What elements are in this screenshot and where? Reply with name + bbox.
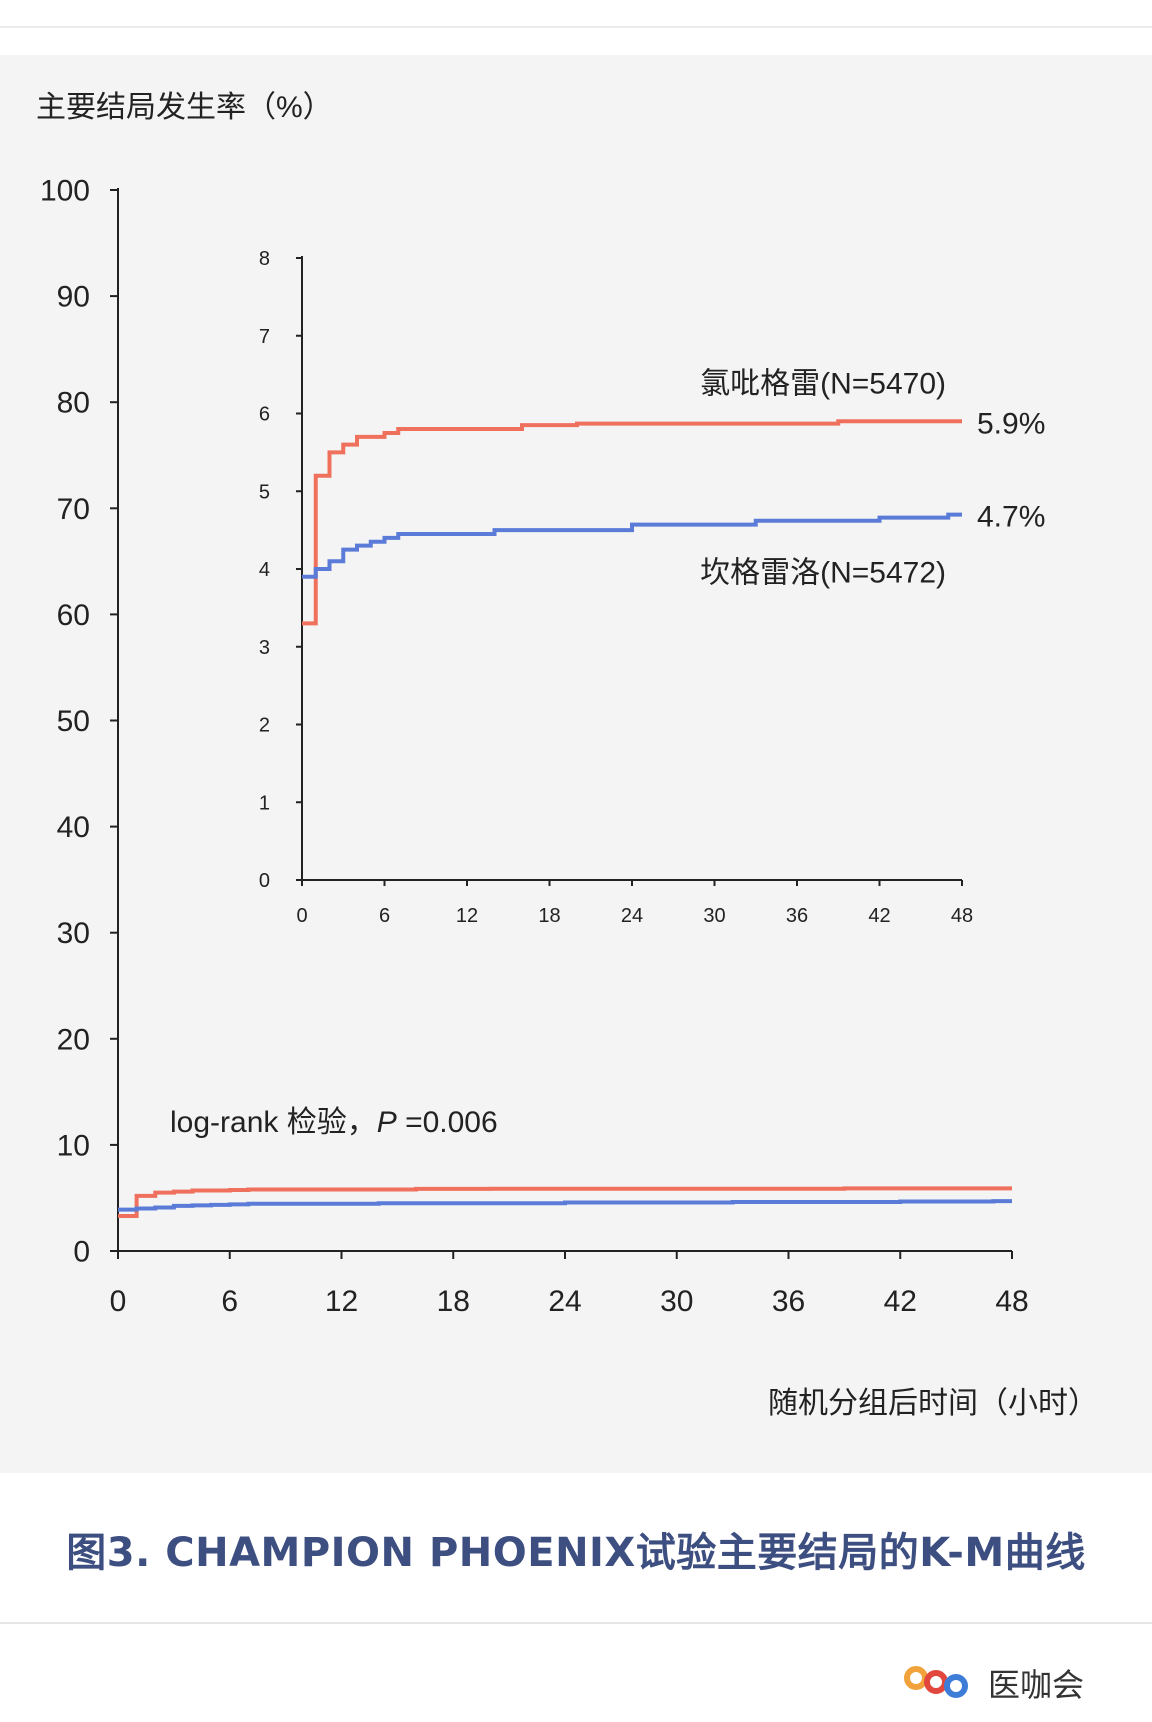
inset-y-tick-label: 2 <box>259 715 270 737</box>
inset-y-tick-label: 8 <box>259 248 270 270</box>
inset-y-tick-label: 7 <box>259 326 270 348</box>
main-x-tick-label: 30 <box>660 1285 693 1318</box>
logrank-label: log-rank 检验， <box>170 1106 377 1139</box>
main-x-tick-label: 12 <box>325 1285 358 1318</box>
main-x-tick-label: 36 <box>772 1285 805 1318</box>
inset-series-line-cangrelor <box>302 512 962 579</box>
top-divider <box>0 26 1152 28</box>
inset-series-line-clopidogrel <box>302 419 962 626</box>
inset-y-tick-label: 1 <box>259 792 270 814</box>
chart-panel: 主要结局发生率（%） 随机分组后时间（小时） log-rank 检验，P =0.… <box>0 55 1152 1473</box>
inset-x-tick-label: 18 <box>538 905 560 927</box>
main-x-tick-label: 0 <box>110 1285 127 1318</box>
km-chart: 主要结局发生率（%） 随机分组后时间（小时） log-rank 检验，P =0.… <box>36 91 1098 1420</box>
logrank-annotation: log-rank 检验，P =0.006 <box>170 1106 498 1139</box>
main-series-line-cangrelor <box>118 1199 1012 1212</box>
series-end-label: 4.7% <box>977 501 1045 534</box>
inset-x-tick-label: 6 <box>379 905 390 927</box>
p-value: =0.006 <box>397 1106 498 1139</box>
inset-y-tick-label: 6 <box>259 404 270 426</box>
figure-caption: 图3. CHAMPION PHOENIX试验主要结局的K-M曲线 <box>66 1530 1086 1576</box>
main-x-tick-label: 18 <box>437 1285 470 1318</box>
main-y-tick-label: 40 <box>57 811 90 844</box>
inset-x-tick-label: 42 <box>868 905 890 927</box>
inset-y-tick-label: 3 <box>259 637 270 659</box>
inset-x-tick-label: 24 <box>621 905 643 927</box>
x-axis-label: 随机分组后时间（小时） <box>768 1387 1098 1420</box>
main-x-tick-label: 6 <box>221 1285 238 1318</box>
inset-curves <box>302 419 962 626</box>
inset-x-tick-label: 36 <box>786 905 808 927</box>
main-series-line-clopidogrel <box>118 1186 1012 1218</box>
watermark-text: 医咖会 <box>988 1666 1085 1704</box>
main-x-tick-label: 42 <box>884 1285 917 1318</box>
main-y-tick-label: 70 <box>57 493 90 526</box>
main-y-tick-label: 100 <box>40 175 90 208</box>
main-y-tick-label: 80 <box>57 387 90 420</box>
main-y-tick-label: 60 <box>57 599 90 632</box>
series-labels: 5.9% 氯吡格雷(N=5470) 4.7% 坎格雷洛(N=5472) <box>700 367 1045 589</box>
inset-y-tick-label: 5 <box>259 481 270 503</box>
y-axis-label: 主要结局发生率（%） <box>36 91 333 124</box>
watermark-logo-icon <box>904 1666 968 1698</box>
series-name-label: 坎格雷洛(N=5472) <box>700 557 946 590</box>
main-x-tick-label: 48 <box>995 1285 1028 1318</box>
inset-y-tick-label: 4 <box>259 559 270 581</box>
series-name-label: 氯吡格雷(N=5470) <box>700 367 946 400</box>
main-x-tick-label: 24 <box>548 1285 581 1318</box>
main-y-tick-label: 90 <box>57 281 90 314</box>
inset-y-tick-label: 0 <box>259 870 270 892</box>
main-y-tick-label: 50 <box>57 705 90 738</box>
main-y-tick-label: 0 <box>73 1236 90 1269</box>
main-curves <box>118 1186 1012 1218</box>
inset-x-tick-label: 0 <box>296 905 307 927</box>
bottom-divider <box>0 1622 1152 1624</box>
inset-x-tick-label: 12 <box>456 905 478 927</box>
inset-x-tick-label: 48 <box>951 905 973 927</box>
inset-x-tick-label: 30 <box>703 905 725 927</box>
main-y-tick-label: 10 <box>57 1129 90 1162</box>
main-y-tick-label: 30 <box>57 917 90 950</box>
series-end-label: 5.9% <box>977 407 1045 440</box>
main-y-tick-label: 20 <box>57 1023 90 1056</box>
p-symbol: P <box>377 1106 397 1139</box>
